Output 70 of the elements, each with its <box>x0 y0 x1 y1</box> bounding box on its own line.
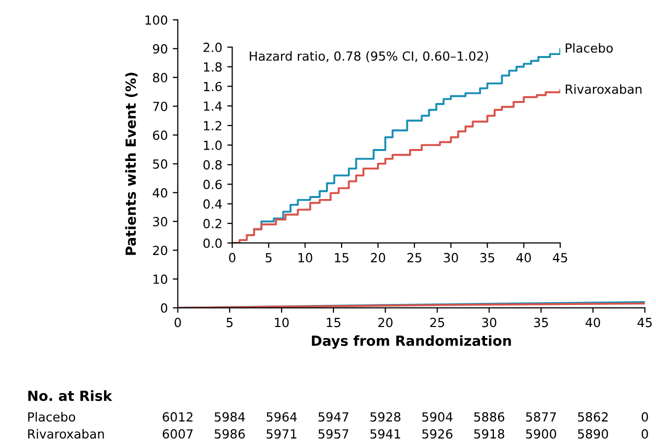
x-tick-label: 45 <box>552 253 568 262</box>
x-tick-label: 25 <box>407 252 422 262</box>
y-tick-label: 90 <box>152 44 168 54</box>
series-label: Placebo <box>566 43 613 53</box>
x-tick-label: 0 <box>174 318 181 328</box>
y-tick-label: 80 <box>152 72 168 82</box>
text: 5947 <box>318 412 348 422</box>
y-tick-label: 30 <box>153 216 168 226</box>
y-tick-label: 0.6 <box>203 180 222 190</box>
y-tick-label: 60 <box>153 130 168 140</box>
text: 6007 <box>162 429 193 439</box>
y-tick-label: 0.2 <box>203 218 222 228</box>
x-tick-label: 45 <box>638 318 652 328</box>
annotation: Hazard ratio, 0.78 (95% CI, 0.60–1.02) <box>250 51 488 62</box>
y-axis-title: Patients with Event (%) <box>125 72 138 255</box>
text: 5862 <box>578 412 608 422</box>
text: 5928 <box>370 412 400 422</box>
x-tick-label: 40 <box>516 252 531 262</box>
x-tick-label: 40 <box>586 318 600 328</box>
x-tick-label: 10 <box>274 318 289 328</box>
x-tick-label: 30 <box>444 252 458 262</box>
text: 5904 <box>422 412 452 422</box>
x-tick-label: 15 <box>326 318 340 328</box>
text: 6012 <box>162 412 192 422</box>
y-tick-label: 20 <box>153 246 168 256</box>
text: 5918 <box>474 429 504 439</box>
series-label: Rivaroxaban <box>566 84 642 94</box>
y-tick-label: 1.6 <box>204 82 222 92</box>
text: 5957 <box>318 429 348 439</box>
x-axis-title: Days from Randomization <box>312 335 511 349</box>
x-tick-label: 35 <box>480 252 494 262</box>
text: No. at Risk <box>28 390 112 402</box>
y-tick-label: 100 <box>146 15 168 25</box>
y-tick-label: 10 <box>154 274 168 284</box>
y-tick-label: 1.2 <box>204 120 222 130</box>
x-tick-label: 35 <box>534 318 548 328</box>
text: 5890 <box>578 429 608 439</box>
text: 5984 <box>214 412 245 422</box>
y-tick-label: 0.8 <box>203 160 222 170</box>
y-tick-label: 40 <box>152 188 168 198</box>
text: 5900 <box>526 429 556 439</box>
text: 5886 <box>474 412 504 422</box>
text: 5877 <box>526 412 556 422</box>
y-tick-label: 1.0 <box>204 140 222 150</box>
text: 5971 <box>266 429 296 439</box>
x-tick-label: 15 <box>334 253 348 262</box>
x-tick-label: 5 <box>226 318 233 328</box>
text: Rivaroxaban <box>28 428 104 439</box>
x-tick-label: 10 <box>298 252 312 262</box>
x-tick-label: 20 <box>378 318 392 328</box>
text: 0 <box>642 429 648 439</box>
y-tick-label: 1.8 <box>204 62 222 72</box>
text: 5986 <box>214 429 245 439</box>
x-tick-label: 20 <box>370 252 386 262</box>
text: 5964 <box>266 412 297 422</box>
text: Placebo <box>28 412 76 422</box>
y-tick-label: 0.4 <box>203 199 222 209</box>
text: 0 <box>642 412 648 422</box>
y-tick-label: 70 <box>153 102 168 112</box>
y-tick-label: 0.0 <box>203 238 222 248</box>
y-tick-label: 0 <box>160 303 168 313</box>
y-tick-label: 1.4 <box>204 102 222 111</box>
y-tick-label: 2.0 <box>204 42 222 52</box>
text: 5941 <box>370 429 400 439</box>
x-tick-label: 25 <box>430 318 444 328</box>
x-tick-label: 30 <box>482 318 496 328</box>
y-tick-label: 50 <box>153 159 168 169</box>
x-tick-label: 0 <box>229 252 236 262</box>
x-tick-label: 5 <box>266 253 272 262</box>
text: 5926 <box>422 429 452 439</box>
